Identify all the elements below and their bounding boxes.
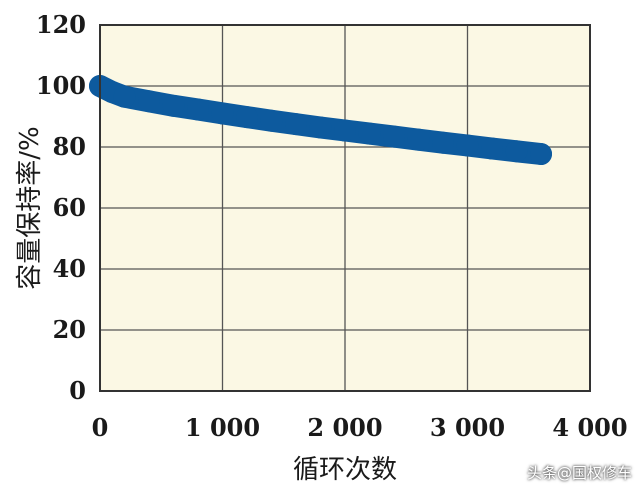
x-tick-label: 1 000: [185, 413, 260, 442]
data-point: [211, 102, 234, 125]
y-tick-label: 80: [53, 132, 86, 161]
y-tick-label: 100: [36, 71, 86, 100]
x-axis-title: 循环次数: [293, 455, 397, 485]
data-point: [285, 113, 307, 136]
data-point: [530, 143, 552, 166]
data-point: [236, 106, 258, 129]
y-tick-label: 20: [53, 315, 86, 344]
data-point: [481, 137, 503, 160]
x-tick-labels: 0 1 000 2 000 3 000 4 000: [92, 413, 628, 442]
x-tick-label: 4 000: [552, 413, 627, 442]
data-point: [187, 98, 209, 121]
data-point: [260, 109, 283, 132]
x-tick-label: 3 000: [430, 413, 505, 442]
data-point: [138, 90, 160, 113]
data-point: [383, 125, 405, 148]
data-point: [432, 131, 454, 154]
y-tick-label: 60: [53, 193, 86, 222]
data-point: [309, 116, 332, 139]
data-point: [113, 85, 136, 108]
y-tick-labels: 0 20 40 60 80 100 120: [36, 10, 86, 405]
data-point: [407, 128, 430, 151]
watermark: 头条@国权修车: [526, 464, 632, 482]
data-series: [89, 75, 552, 166]
plot-frame: [99, 24, 591, 392]
y-tick-label: 120: [36, 10, 86, 39]
y-tick-label: 40: [53, 254, 86, 283]
x-tick-label: 0: [92, 413, 109, 442]
y-tick-label: 0: [69, 376, 86, 405]
data-point: [162, 94, 185, 117]
data-point: [456, 134, 479, 157]
data-point: [358, 122, 381, 145]
data-point: [334, 119, 356, 142]
x-tick-label: 2 000: [307, 413, 382, 442]
y-axis-title: 容量保持率/%: [15, 126, 45, 289]
data-point: [505, 140, 528, 163]
